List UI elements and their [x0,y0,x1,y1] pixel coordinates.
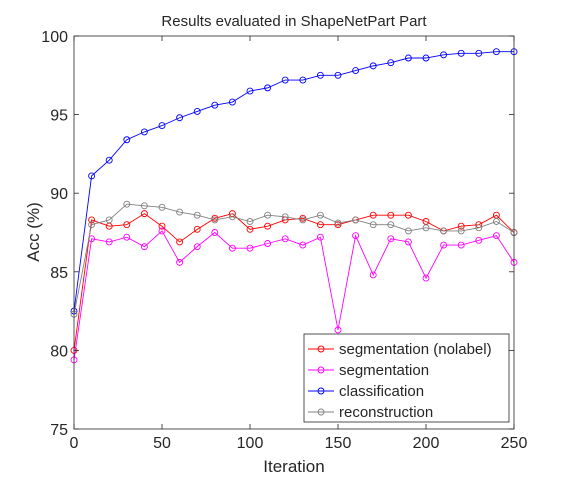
x-tick-label: 150 [325,435,352,452]
y-axis-label: Acc (%) [24,202,43,262]
x-tick-label: 200 [413,435,440,452]
x-tick-label: 100 [237,435,264,452]
x-axis-label: Iteration [263,457,324,476]
chart-title: Results evaluated in ShapeNetPart Part [161,13,427,30]
y-tick-label: 80 [50,343,68,360]
y-tick-label: 90 [50,186,68,203]
legend-label: segmentation [339,362,429,379]
y-tick-label: 75 [50,422,68,439]
x-tick-label: 50 [153,435,171,452]
y-tick-label: 85 [50,265,68,282]
y-tick-label: 100 [41,29,68,46]
legend-label: segmentation (nolabel) [339,341,492,358]
x-tick-label: 250 [501,435,528,452]
y-tick-label: 95 [50,108,68,125]
legend-label: reconstruction [339,404,433,421]
legend: segmentation (nolabel) segmentation classi… [304,334,509,422]
x-tick-label: 0 [70,435,79,452]
legend-label: classification [339,383,424,400]
